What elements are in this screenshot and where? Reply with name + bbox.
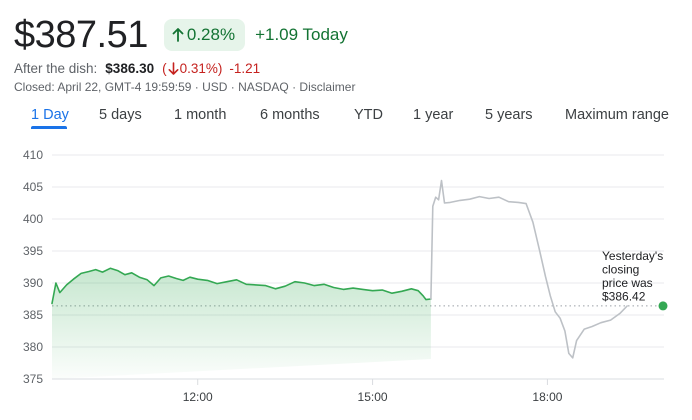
previous-close-label-line: Yesterday's bbox=[602, 249, 663, 263]
change-today: +1.09 Today bbox=[255, 25, 348, 44]
tab-1-month[interactable]: 1 month bbox=[174, 107, 227, 123]
market-status-line: Closed: April 22, GMT-4 19:59:59 · USD ·… bbox=[14, 78, 355, 96]
after-hours-change: -1.21 bbox=[229, 60, 261, 76]
after-hours-percent: ( 0.31% ) bbox=[162, 61, 222, 76]
previous-close-label-line: $386.42 bbox=[602, 289, 646, 303]
current-price: $387.51 bbox=[14, 14, 148, 56]
price-chart[interactable]: 410 405 400 395 390 385 380 375 12:00 15:00 18:00… bbox=[0, 140, 692, 420]
y-tick-label-400: 400 bbox=[23, 212, 43, 226]
y-tick-label-395: 395 bbox=[23, 244, 43, 258]
tab-1-year[interactable]: 1 year bbox=[413, 107, 454, 123]
previous-close-label-line: price was bbox=[602, 276, 653, 290]
y-tick-label-380: 380 bbox=[23, 340, 43, 354]
change-percent: 0.28% bbox=[186, 25, 236, 44]
previous-close-dot bbox=[658, 301, 668, 311]
tab-maximum-range[interactable]: Maximum range bbox=[565, 107, 669, 123]
chart-area-fill bbox=[52, 268, 431, 379]
arrow-up-icon bbox=[172, 28, 184, 42]
after-hours-percent-open: ( bbox=[162, 60, 167, 76]
change-percent-badge: 0.28% bbox=[163, 19, 246, 51]
tab-1-day[interactable]: 1 Day bbox=[31, 107, 69, 123]
arrow-down-icon bbox=[168, 61, 179, 75]
y-tick-label-385: 385 bbox=[23, 308, 43, 322]
after-hours-price: $386.30 bbox=[105, 60, 155, 76]
closed-disclaimer-text: Closed: April 22, GMT-4 19:59:59 · USD ·… bbox=[14, 80, 356, 94]
y-tick-label-410: 410 bbox=[23, 148, 43, 162]
after-hours-percent-value: 0.31% bbox=[179, 60, 218, 76]
range-tabs: 1 Day 5 days 1 month 6 months YTD 1 year… bbox=[0, 104, 692, 130]
after-hours-label: After the dish: bbox=[14, 60, 98, 76]
after-hours-row: After the dish: $386.30 ( 0.31% ) -1.21 bbox=[14, 58, 260, 78]
after-hours-line bbox=[430, 179, 628, 359]
y-tick-label-390: 390 bbox=[23, 276, 43, 290]
tab-5-days[interactable]: 5 days bbox=[99, 107, 142, 123]
x-tick-label-12:00: 12:00 bbox=[183, 390, 213, 404]
x-axis: 12:00 15:00 18:00 bbox=[52, 378, 664, 404]
y-axis-labels: 410 405 400 395 390 385 380 375 bbox=[23, 148, 43, 386]
quote-header: $387.51 0.28% +1.09 Today bbox=[14, 12, 348, 58]
chart-series-lines bbox=[51, 179, 628, 359]
x-tick-label-15:00: 15:00 bbox=[358, 390, 388, 404]
tab-6-months[interactable]: 6 months bbox=[260, 107, 320, 123]
regular-session-area bbox=[52, 268, 431, 379]
tab-5-years[interactable]: 5 years bbox=[485, 107, 533, 123]
y-tick-label-375: 375 bbox=[23, 372, 43, 386]
x-tick-label-18:00: 18:00 bbox=[532, 390, 562, 404]
previous-close-label-line: closing bbox=[602, 262, 639, 276]
after-hours-percent-close: ) bbox=[217, 60, 223, 76]
tab-ytd[interactable]: YTD bbox=[354, 107, 383, 123]
regular-session-line bbox=[51, 267, 432, 305]
active-tab-indicator bbox=[31, 126, 67, 129]
y-tick-label-405: 405 bbox=[23, 180, 43, 194]
